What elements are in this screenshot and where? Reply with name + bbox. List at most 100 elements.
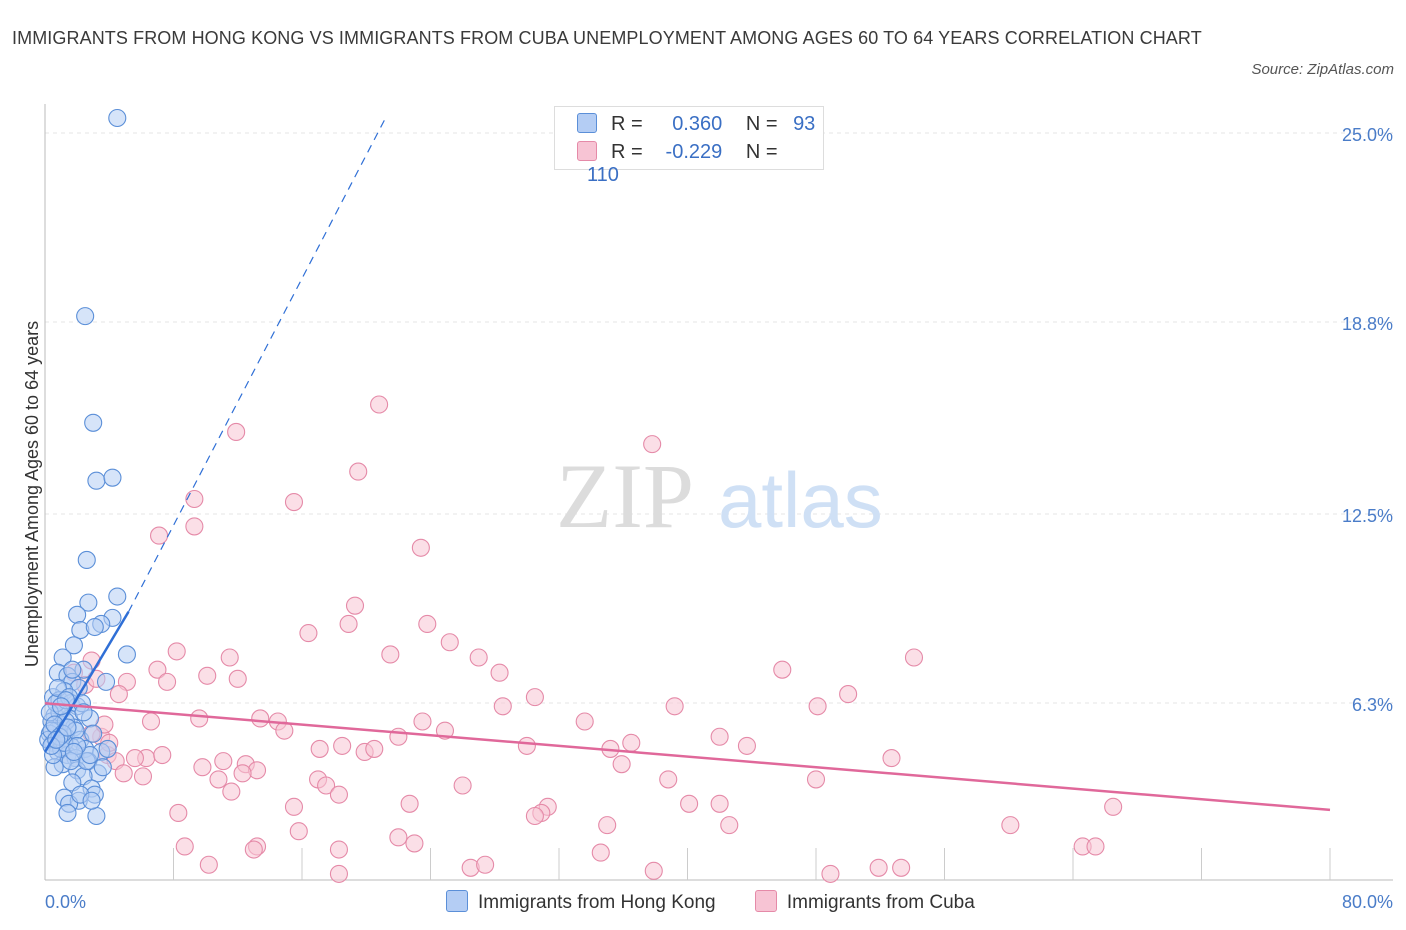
cuba-point-7 bbox=[149, 526, 169, 545]
x-tick-label-right: 80.0% bbox=[1342, 892, 1393, 912]
hong-kong-point-2 bbox=[84, 413, 103, 432]
y-tick-labels: 6.3% 12.5% 18.8% 25.0% bbox=[1342, 125, 1393, 715]
cuba-point-94 bbox=[892, 858, 911, 877]
legend-r-label: R = bbox=[611, 113, 643, 135]
legend-r-value-hong-kong: 0.360 bbox=[672, 113, 723, 135]
hong-kong-point-5 bbox=[77, 550, 96, 570]
cuba-point-14 bbox=[167, 642, 186, 661]
cuba-point-64 bbox=[659, 770, 678, 789]
cuba-point-80 bbox=[289, 822, 308, 841]
hong-kong-point-8 bbox=[68, 605, 87, 624]
cuba-point-85 bbox=[329, 840, 348, 859]
y-tick-label-3: 25.0% bbox=[1342, 125, 1393, 145]
cuba-point-105 bbox=[109, 685, 128, 704]
legend-row-cuba: R = -0.229 N = 110 bbox=[577, 141, 823, 186]
cuba-point-6 bbox=[185, 517, 204, 536]
y-tick-label-2: 18.8% bbox=[1342, 314, 1393, 334]
hong-kong-point-89 bbox=[82, 791, 101, 810]
hong-kong-point-7 bbox=[79, 593, 98, 612]
cuba-point-77 bbox=[598, 816, 617, 835]
cuba-point-102 bbox=[453, 776, 472, 795]
cuba-point-87 bbox=[591, 843, 610, 862]
cuba-point-45 bbox=[310, 739, 329, 758]
cuba-point-21 bbox=[490, 663, 509, 682]
y-axis-label: Unemployment Among Ages 60 to 64 years bbox=[22, 321, 42, 667]
cuba-point-46 bbox=[517, 736, 536, 755]
cuba-point-98 bbox=[125, 749, 144, 768]
cuba-point-29 bbox=[839, 685, 858, 704]
cuba-point-78 bbox=[720, 816, 739, 835]
cuba-point-20 bbox=[148, 660, 167, 679]
cuba-point-44 bbox=[333, 736, 352, 755]
cuba-point-96 bbox=[821, 864, 840, 883]
hong-kong-point-65 bbox=[63, 660, 82, 679]
legend-n-label: N = bbox=[745, 141, 778, 163]
cuba-point-38 bbox=[141, 712, 161, 731]
cuba-point-43 bbox=[622, 733, 641, 752]
hong-kong-point-13 bbox=[64, 636, 83, 655]
cuba-point-70 bbox=[284, 797, 304, 816]
cuba-point-8 bbox=[411, 538, 430, 557]
cuba-point-59 bbox=[114, 764, 133, 783]
cuba-point-82 bbox=[175, 837, 194, 856]
hong-kong-point-92 bbox=[58, 718, 77, 737]
legend-n-value-hong-kong: 93 bbox=[793, 113, 816, 135]
cuba-point-3 bbox=[349, 462, 368, 481]
series-swatch-cuba bbox=[754, 890, 777, 912]
watermark: ZIP atlas bbox=[556, 445, 883, 547]
cuba-point-37 bbox=[575, 712, 594, 731]
cuba-point-69 bbox=[710, 794, 729, 813]
hong-kong-point-12 bbox=[85, 617, 104, 637]
hong-kong-point-75 bbox=[98, 739, 117, 758]
cuba-point-13 bbox=[440, 633, 459, 652]
cuba-point-89 bbox=[1086, 837, 1105, 856]
stats-legend: R = 0.360 N = 93 R = -0.229 N = 110 bbox=[554, 106, 824, 186]
cuba-point-71 bbox=[400, 794, 419, 813]
cuba-point-2 bbox=[643, 435, 662, 454]
legend-r-value-cuba: -0.229 bbox=[665, 141, 723, 163]
cuba-point-26 bbox=[158, 672, 177, 691]
hong-kong-trend-dashed bbox=[127, 117, 387, 613]
series-legend-hong-kong: Immigrants from Hong Kong bbox=[446, 890, 716, 914]
cuba-point-61 bbox=[209, 770, 228, 789]
legend-r-label: R = bbox=[611, 141, 643, 163]
legend-n-label: N = bbox=[745, 113, 778, 135]
cuba-point-16 bbox=[220, 648, 239, 667]
cuba-points bbox=[64, 395, 1123, 883]
hong-kong-point-82 bbox=[93, 758, 112, 777]
cuba-point-18 bbox=[904, 648, 924, 667]
cuba-point-73 bbox=[1104, 797, 1123, 816]
chart-title: IMMIGRANTS FROM HONG KONG VS IMMIGRANTS … bbox=[12, 28, 1202, 48]
series-name-hong-kong: Immigrants from Hong Kong bbox=[478, 892, 716, 913]
cuba-point-107 bbox=[233, 764, 252, 783]
cuba-point-11 bbox=[418, 614, 437, 634]
cuba-point-0 bbox=[370, 395, 389, 414]
hong-kong-point-1 bbox=[76, 307, 95, 326]
series-name-cuba: Immigrants from Cuba bbox=[786, 892, 975, 913]
cuba-point-30 bbox=[493, 697, 512, 716]
series-legend: Immigrants from Hong Kong Immigrants fro… bbox=[446, 890, 1009, 914]
cuba-point-65 bbox=[317, 776, 336, 795]
watermark-atlas: atlas bbox=[718, 456, 883, 544]
cuba-point-28 bbox=[525, 688, 544, 707]
hong-kong-point-60 bbox=[58, 803, 77, 822]
legend-row-hong-kong: R = 0.360 N = 93 bbox=[577, 113, 815, 137]
hong-kong-point-22 bbox=[96, 672, 116, 691]
cuba-point-63 bbox=[806, 770, 826, 789]
cuba-point-17 bbox=[469, 648, 488, 667]
hong-kong-point-6 bbox=[108, 587, 127, 606]
cuba-point-36 bbox=[413, 712, 432, 731]
hong-kong-points bbox=[39, 108, 136, 826]
cuba-point-93 bbox=[869, 858, 888, 877]
hong-kong-point-4 bbox=[103, 468, 122, 487]
cuba-point-68 bbox=[680, 794, 699, 813]
legend-n-value-cuba: 110 bbox=[587, 164, 619, 186]
cuba-point-32 bbox=[808, 697, 827, 716]
cuba-point-92 bbox=[644, 861, 663, 880]
y-tick-label-0: 6.3% bbox=[1352, 695, 1393, 715]
cuba-point-31 bbox=[665, 697, 684, 716]
hong-kong-point-3 bbox=[87, 471, 106, 490]
cuba-point-50 bbox=[365, 739, 384, 758]
cuba-point-54 bbox=[214, 752, 233, 771]
